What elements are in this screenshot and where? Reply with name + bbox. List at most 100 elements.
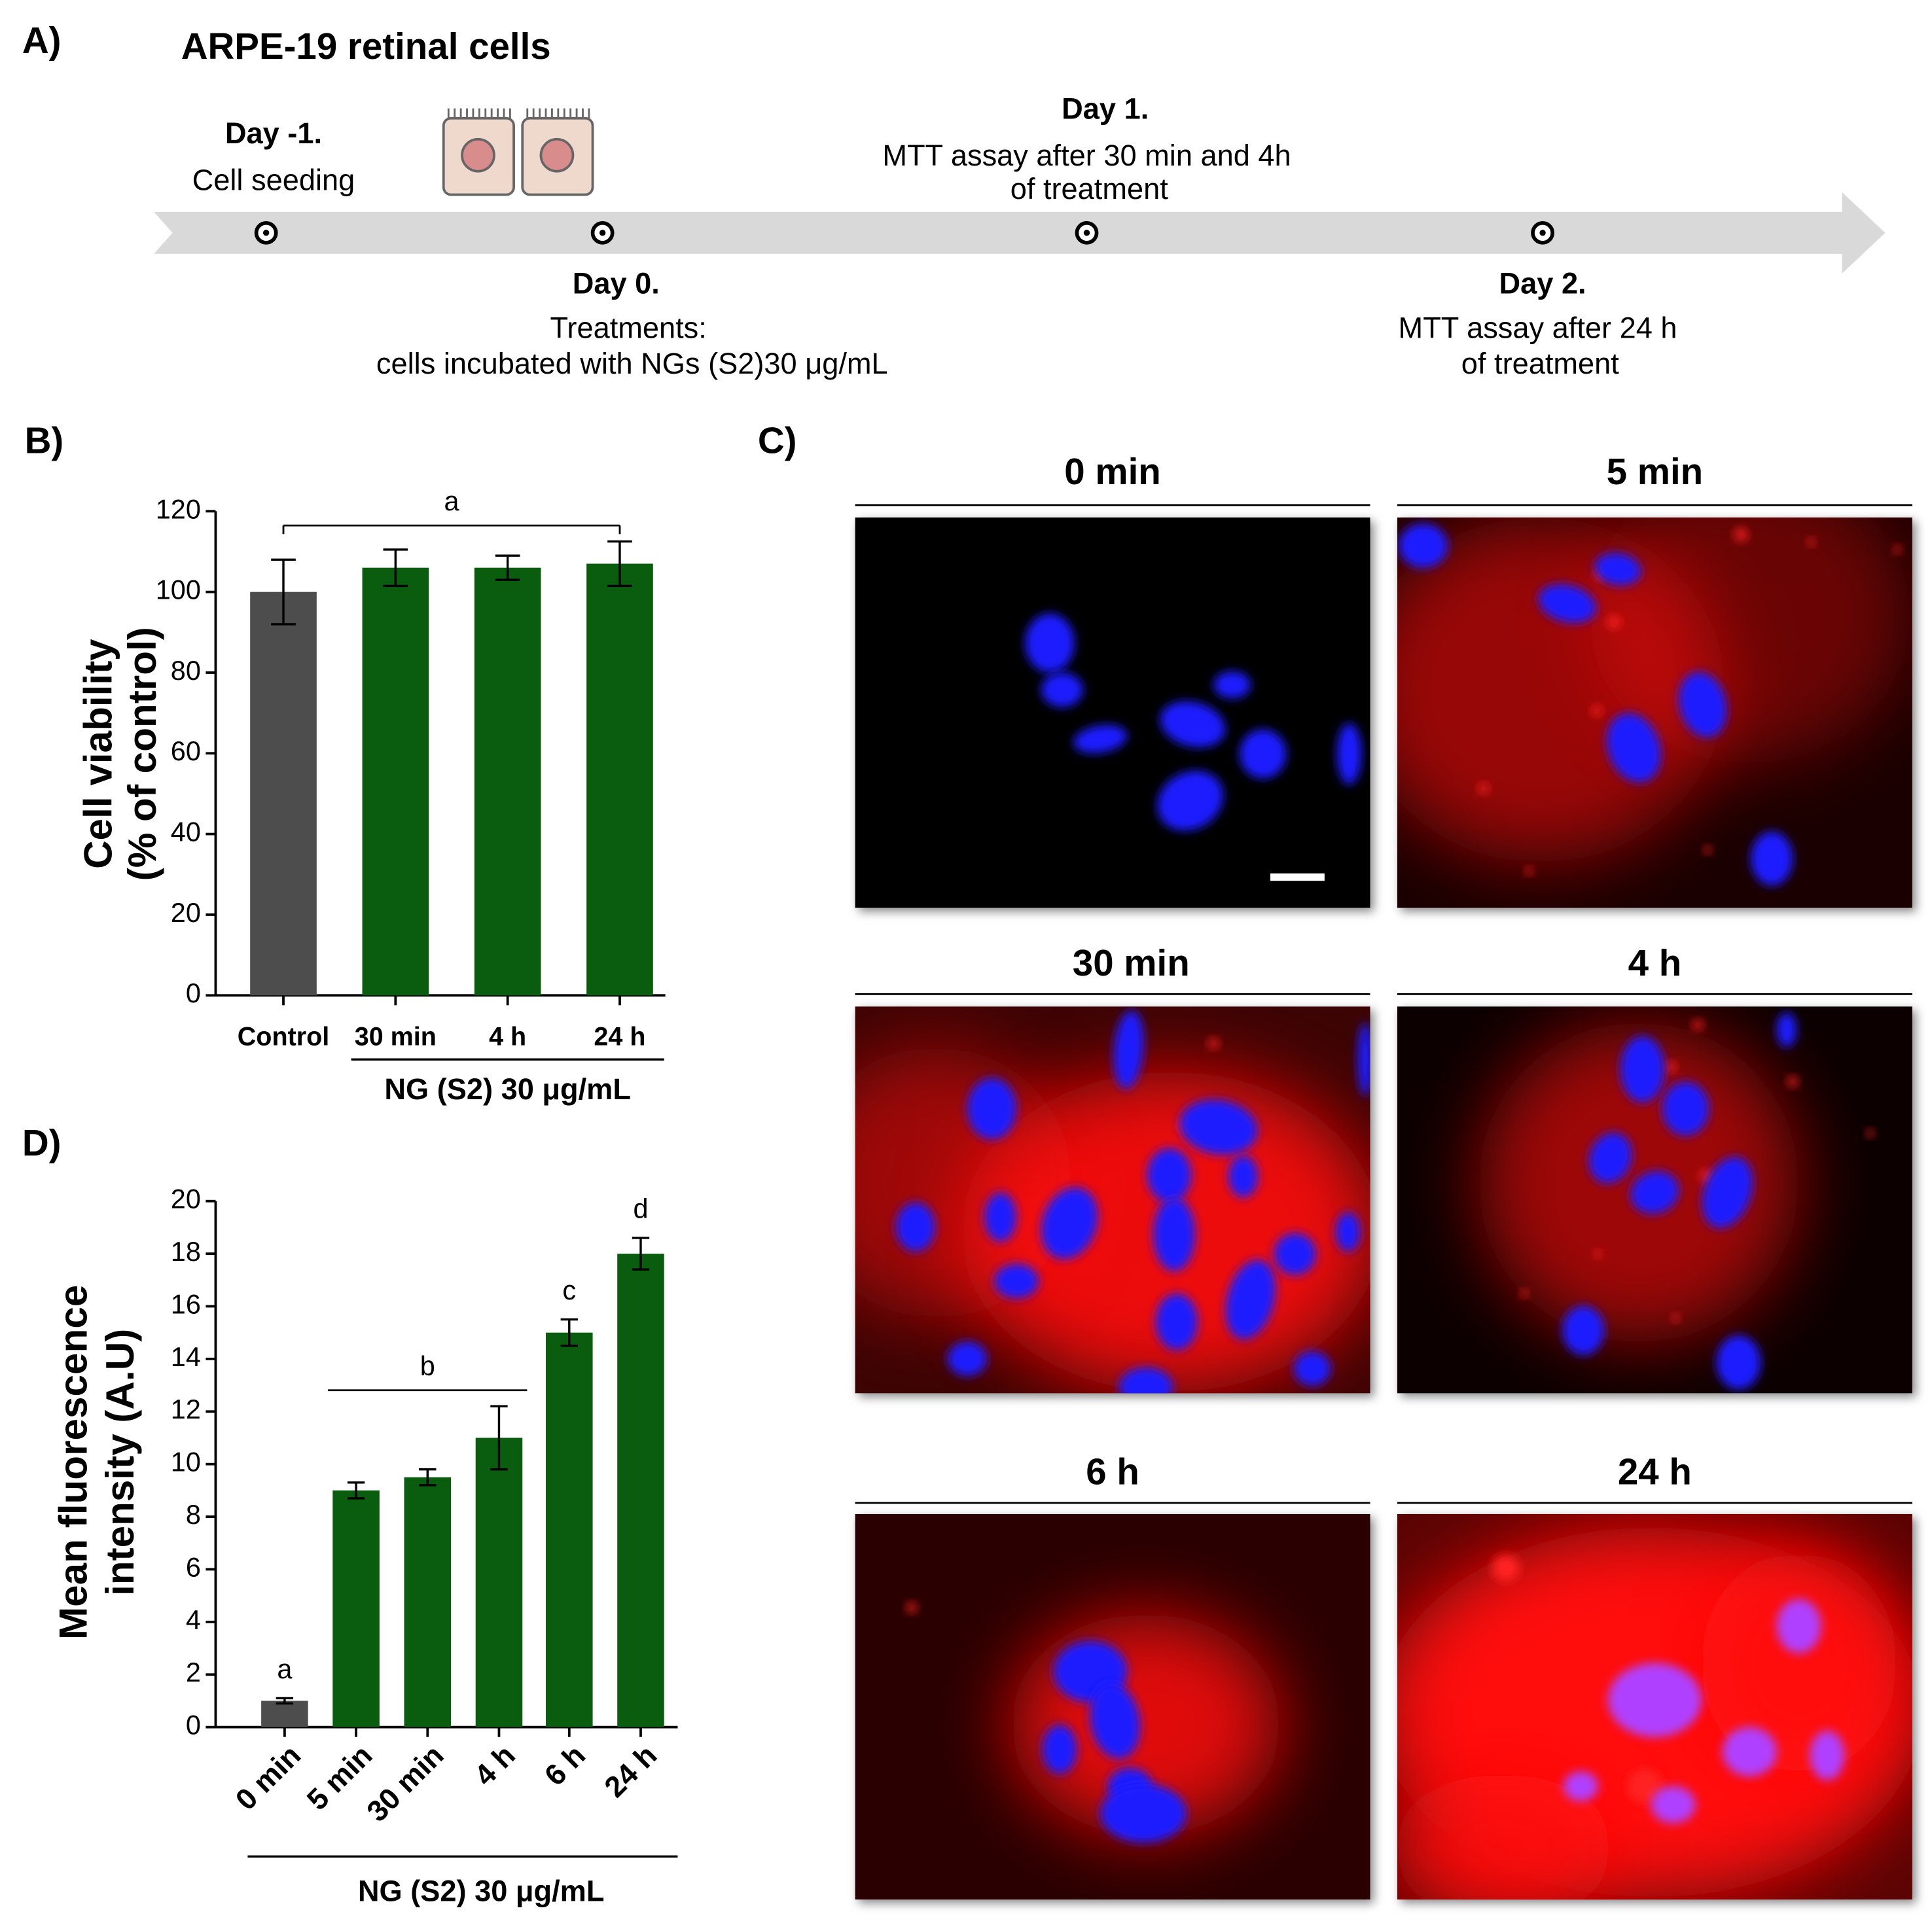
cell-icon: [442, 108, 594, 196]
nucleus: [1651, 1786, 1696, 1824]
nucleus: [1118, 1367, 1173, 1394]
y-tick-label: 120: [156, 494, 201, 524]
nucleus: [1335, 1212, 1361, 1252]
bar: [474, 567, 541, 996]
image-title: 0 min: [1064, 451, 1160, 492]
y-tick-label: 10: [171, 1447, 201, 1477]
nucleus: [1090, 1683, 1141, 1759]
micrograph: [855, 1513, 1370, 1900]
bar: [250, 591, 317, 996]
panel-title: ARPE-19 retinal cells: [181, 26, 551, 67]
micrograph: [1397, 517, 1912, 908]
step-text: Cell seeding: [192, 164, 355, 197]
micrograph: [1397, 1513, 1912, 1900]
nucleus: [1025, 613, 1075, 673]
nucleus: [947, 1341, 988, 1377]
nucleus: [1678, 671, 1727, 737]
nucleus: [1606, 713, 1661, 783]
nucleus: [1751, 831, 1793, 886]
nucleus: [1564, 1771, 1598, 1801]
y-tick-label: 12: [171, 1394, 201, 1424]
error-bar: [419, 1468, 437, 1487]
nucleus: [1776, 1012, 1797, 1048]
error-bar: [495, 554, 520, 581]
nucleus: [1588, 1133, 1632, 1184]
nucleus: [895, 1202, 935, 1252]
nucleus: [1213, 671, 1251, 699]
bar: [586, 563, 653, 996]
significance-letter: b: [420, 1351, 435, 1381]
step-text: MTT assay after 24 h: [1399, 311, 1677, 345]
ng-signal: [1700, 1552, 1898, 1774]
significance-letter: a: [444, 486, 459, 516]
nucleus: [1100, 1784, 1187, 1843]
ng-particle: [1492, 1555, 1520, 1582]
bar: [261, 1701, 308, 1727]
step-text: MTT assay after 30 min and 4h: [882, 139, 1291, 172]
scale-bar-label: 10 μm: [1237, 821, 1340, 862]
timeline-dot-center: [262, 230, 270, 236]
step-text: Treatments:: [550, 311, 706, 345]
y-tick-label: 40: [171, 817, 201, 847]
ng-particle: [1807, 538, 1816, 546]
bar: [617, 1254, 664, 1727]
x-tick-label: 30 min: [360, 1738, 450, 1828]
nucleus: [1562, 1305, 1605, 1356]
nucleus: [967, 1078, 1017, 1140]
y-tick-label: 8: [186, 1500, 201, 1530]
timeline-dot-center: [1083, 230, 1090, 236]
y-tick-label: 20: [171, 898, 201, 928]
nucleus: [1607, 1663, 1702, 1737]
y-tick-label: 20: [171, 1184, 201, 1214]
step-day: Day 1.: [1062, 92, 1149, 125]
group-label: NG (S2) 30 μg/mL: [384, 1072, 631, 1106]
image-title: 5 min: [1607, 451, 1703, 492]
image-title: 6 h: [1086, 1451, 1139, 1492]
nucleus: [1153, 1197, 1196, 1272]
nucleus: [1293, 1351, 1331, 1386]
y-axis-title: intensity (A.U): [98, 1329, 142, 1596]
nucleus: [1155, 1293, 1198, 1350]
step-day: Day 2.: [1499, 267, 1586, 300]
nucleus: [1179, 1099, 1258, 1155]
legend-entry: Nuclei: [951, 535, 1092, 587]
nucleus: [1398, 523, 1448, 568]
nucleus: [1147, 1148, 1192, 1203]
x-tick-label: 6 h: [538, 1738, 592, 1792]
panel-label: C): [758, 420, 797, 461]
image-title: 4 h: [1628, 942, 1682, 983]
y-axis-title: Mean fluorescence: [51, 1285, 96, 1640]
error-bar: [347, 1481, 365, 1500]
step-text: of treatment: [1011, 172, 1168, 205]
panel-label: B): [25, 420, 64, 461]
scale-bar: [1270, 873, 1325, 881]
error-bar: [560, 1318, 578, 1347]
error-bar: [383, 548, 408, 588]
y-tick-label: 16: [171, 1289, 201, 1319]
x-tick-label: 24 h: [594, 1023, 645, 1051]
bar: [404, 1477, 452, 1727]
ng-particle: [1893, 546, 1901, 554]
x-tick-label: 4 h: [489, 1023, 526, 1051]
x-tick-label: 24 h: [598, 1738, 663, 1804]
timeline-dot-center: [1539, 230, 1546, 236]
y-axis-title: Cell viability: [75, 639, 120, 869]
legend-entry: NG (S2): [1134, 535, 1305, 587]
bar: [546, 1332, 593, 1727]
step-day: Day -1.: [225, 116, 322, 150]
timeline-dot-center: [599, 230, 606, 236]
nucleus: [1228, 1156, 1259, 1198]
bar: [475, 1438, 523, 1727]
ng-particle: [1478, 783, 1489, 794]
y-tick-label: 2: [186, 1657, 201, 1687]
nucleus: [1594, 552, 1641, 586]
ng-particle: [1607, 616, 1620, 629]
ng-signal: [1397, 1774, 1615, 1900]
step-day: Day 0.: [573, 267, 660, 300]
nucleus: [1239, 729, 1287, 779]
y-tick-label: 60: [171, 736, 201, 766]
nucleus: [1630, 1171, 1679, 1214]
nucleus: [1041, 1187, 1098, 1260]
nucleus: [1776, 1598, 1821, 1653]
micrograph: [1397, 1006, 1912, 1394]
